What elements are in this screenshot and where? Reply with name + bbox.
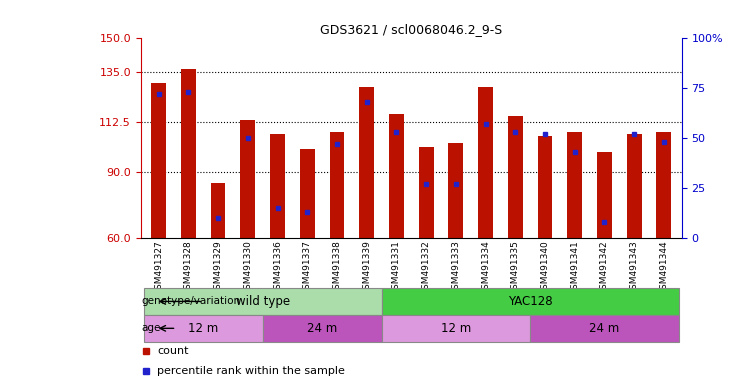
Bar [151, 83, 166, 238]
Text: 12 m: 12 m [441, 322, 471, 335]
Text: GSM491335: GSM491335 [511, 240, 519, 295]
Bar [181, 70, 196, 238]
Text: GSM491343: GSM491343 [630, 240, 639, 295]
Bar [597, 152, 612, 238]
Bar [537, 136, 553, 238]
Bar [359, 87, 374, 238]
Bar [144, 288, 382, 315]
Text: wild type: wild type [236, 295, 290, 308]
Bar [657, 132, 671, 238]
Text: GSM491331: GSM491331 [392, 240, 401, 295]
Text: genotype/variation: genotype/variation [141, 296, 240, 306]
Text: GSM491344: GSM491344 [659, 240, 668, 295]
Bar [568, 132, 582, 238]
Text: 24 m: 24 m [589, 322, 619, 335]
Text: GSM491327: GSM491327 [154, 240, 163, 295]
Text: GSM491337: GSM491337 [303, 240, 312, 295]
Bar [389, 114, 404, 238]
Text: GSM491330: GSM491330 [243, 240, 252, 295]
Text: GSM491339: GSM491339 [362, 240, 371, 295]
Text: YAC128: YAC128 [508, 295, 553, 308]
Text: 12 m: 12 m [188, 322, 219, 335]
Text: GSM491340: GSM491340 [540, 240, 550, 295]
Text: GSM491328: GSM491328 [184, 240, 193, 295]
Bar [270, 134, 285, 238]
Text: GSM491336: GSM491336 [273, 240, 282, 295]
Text: GSM491333: GSM491333 [451, 240, 460, 295]
Text: GSM491334: GSM491334 [481, 240, 490, 295]
Text: GSM491338: GSM491338 [333, 240, 342, 295]
Bar [330, 132, 345, 238]
Text: percentile rank within the sample: percentile rank within the sample [157, 366, 345, 376]
Bar [300, 149, 315, 238]
Bar [508, 116, 522, 238]
Bar [419, 147, 433, 238]
Bar [144, 315, 262, 342]
Text: GSM491332: GSM491332 [422, 240, 431, 295]
Bar [627, 134, 642, 238]
Bar [262, 315, 382, 342]
Text: GSM491341: GSM491341 [571, 240, 579, 295]
Text: 24 m: 24 m [307, 322, 337, 335]
Bar [530, 315, 679, 342]
Bar [382, 315, 530, 342]
Title: GDS3621 / scl0068046.2_9-S: GDS3621 / scl0068046.2_9-S [320, 23, 502, 36]
Bar [478, 87, 493, 238]
Bar [448, 143, 463, 238]
Text: age: age [141, 323, 161, 333]
Text: GSM491329: GSM491329 [213, 240, 222, 295]
Bar [382, 288, 679, 315]
Bar [240, 121, 255, 238]
Text: GSM491342: GSM491342 [600, 240, 609, 295]
Bar [210, 183, 225, 238]
Text: count: count [157, 346, 188, 356]
